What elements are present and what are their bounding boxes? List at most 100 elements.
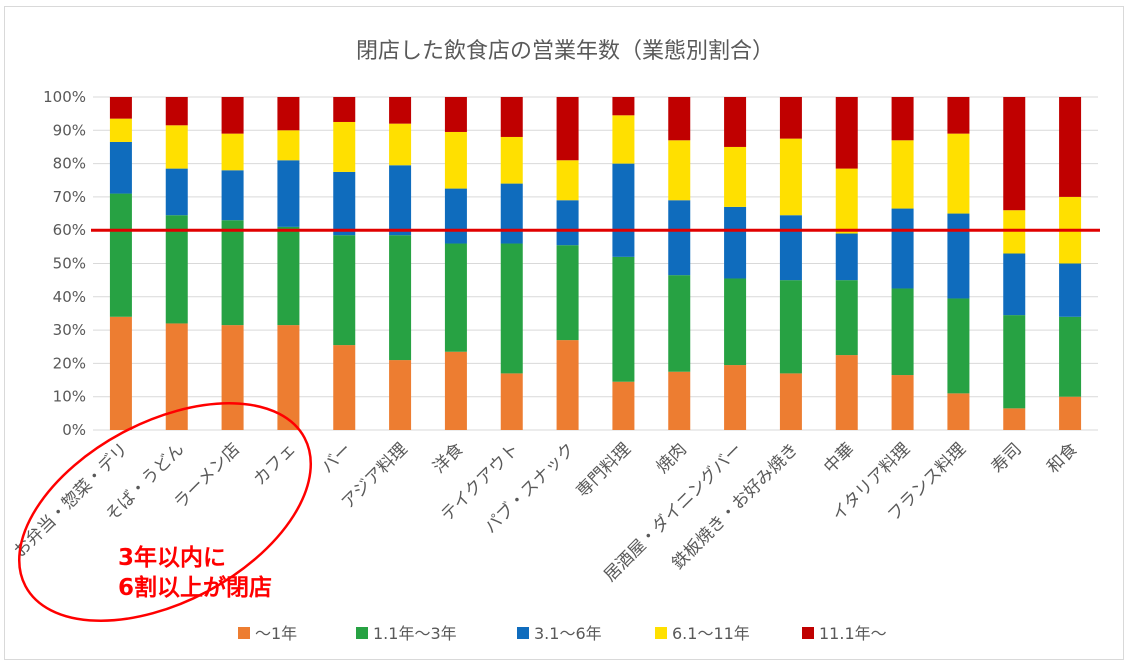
bar-segment bbox=[779, 215, 802, 281]
y-tick-label: 10% bbox=[53, 388, 86, 406]
bar-segment bbox=[165, 215, 188, 324]
bar-segment bbox=[333, 97, 356, 122]
bar-stack bbox=[1059, 97, 1082, 430]
legend-swatch bbox=[356, 627, 368, 639]
bar-segment bbox=[1003, 253, 1026, 316]
bar-segment bbox=[277, 160, 300, 227]
bar-stack bbox=[277, 97, 300, 430]
bar-segment bbox=[1059, 396, 1082, 430]
bar-segment bbox=[779, 373, 802, 430]
bar-segment bbox=[835, 168, 858, 234]
bar-segment bbox=[556, 340, 579, 430]
bar-segment bbox=[947, 393, 970, 430]
annotation-circle bbox=[17, 402, 313, 622]
bar-segment bbox=[556, 97, 579, 161]
legend-label: 1.1年〜3年 bbox=[373, 624, 457, 643]
x-tick-label: 洋食 bbox=[429, 439, 467, 477]
legend: 〜1年 1.1年〜3年 3.1〜6年 6.1〜11年 11.1年〜 bbox=[238, 624, 887, 643]
bar-stack bbox=[556, 97, 579, 430]
bar-segment bbox=[612, 256, 635, 382]
bar-segment bbox=[1059, 316, 1082, 397]
bar-segment bbox=[947, 97, 970, 134]
x-tick-label: 中華 bbox=[820, 439, 858, 477]
y-tick-label: 70% bbox=[53, 188, 86, 206]
bar-segment bbox=[444, 351, 467, 430]
legend-label: 6.1〜11年 bbox=[672, 624, 750, 643]
bar-segment bbox=[668, 275, 691, 372]
bar-segment bbox=[835, 280, 858, 356]
y-tick-label: 30% bbox=[53, 321, 86, 339]
bar-segment bbox=[668, 97, 691, 141]
bar-segment bbox=[221, 325, 244, 430]
bar-segment bbox=[333, 121, 356, 172]
y-tick-label: 80% bbox=[53, 155, 86, 173]
legend-label: 3.1〜6年 bbox=[534, 624, 602, 643]
bar-segment bbox=[221, 220, 244, 326]
bar-segment bbox=[333, 345, 356, 430]
bar-stack bbox=[221, 97, 244, 430]
bar-stack bbox=[835, 97, 858, 430]
bar-segment bbox=[612, 97, 635, 116]
bar-segment bbox=[891, 288, 914, 376]
bar-segment bbox=[1003, 97, 1026, 211]
bar-segment bbox=[612, 381, 635, 430]
bar-stack bbox=[947, 97, 970, 430]
bar-segment bbox=[221, 97, 244, 134]
legend-label: 〜1年 bbox=[255, 624, 297, 643]
bar-segment bbox=[947, 213, 970, 299]
bar-segment bbox=[1059, 263, 1082, 317]
bar-segment bbox=[891, 375, 914, 430]
bar-segment bbox=[668, 140, 691, 201]
bar-segment bbox=[109, 141, 132, 194]
bar-stack bbox=[109, 97, 132, 430]
bar-segment bbox=[724, 146, 747, 207]
bar-segment bbox=[835, 355, 858, 430]
bar-segment bbox=[835, 97, 858, 169]
bar-stack bbox=[165, 97, 188, 430]
bar-segment bbox=[165, 323, 188, 430]
gridlines bbox=[93, 96, 1098, 431]
bar-stack bbox=[612, 97, 635, 430]
y-axis-tick-labels: 0% 10% 20% 30% 40% 50% 60% 70% 80% 90% 100% bbox=[43, 88, 86, 439]
x-tick-label: 和食 bbox=[1043, 439, 1081, 477]
y-tick-label: 90% bbox=[53, 121, 86, 139]
bar-segment bbox=[612, 163, 635, 257]
bar-segment bbox=[277, 325, 300, 430]
bar-segment bbox=[779, 138, 802, 216]
y-tick-label: 0% bbox=[62, 421, 86, 439]
bar-segment bbox=[109, 118, 132, 142]
bar-segment bbox=[165, 97, 188, 126]
bar-segment bbox=[891, 208, 914, 289]
bar-segment bbox=[109, 97, 132, 119]
bar-segment bbox=[668, 371, 691, 430]
bar-stack bbox=[389, 97, 412, 430]
bar-segment bbox=[109, 316, 132, 430]
bar-segment bbox=[556, 200, 579, 246]
bar-segment bbox=[333, 235, 356, 346]
y-tick-label: 40% bbox=[53, 288, 86, 306]
bar-segment bbox=[389, 123, 412, 166]
legend-label: 11.1年〜 bbox=[819, 624, 887, 643]
bar-segment bbox=[221, 170, 244, 221]
x-tick-label: カフェ bbox=[250, 439, 300, 489]
annotation-text: 6割以上が閉店 bbox=[118, 574, 272, 601]
y-tick-label: 20% bbox=[53, 354, 86, 372]
bar-segment bbox=[556, 160, 579, 201]
bar-segment bbox=[724, 278, 747, 366]
bar-segment bbox=[1003, 210, 1026, 254]
bar-segment bbox=[1003, 408, 1026, 430]
bar-stack bbox=[779, 97, 802, 430]
bar-segment bbox=[389, 360, 412, 430]
bar-segment bbox=[444, 243, 467, 352]
bar-segment bbox=[500, 373, 523, 430]
bar-segment bbox=[779, 97, 802, 139]
annotation-group: 3年以内に 6割以上が閉店 bbox=[17, 402, 313, 622]
bar-stack bbox=[333, 97, 356, 430]
bar-stack bbox=[724, 97, 747, 430]
bar-segment bbox=[500, 136, 523, 184]
bar-segment bbox=[277, 226, 300, 326]
bar-stack bbox=[1003, 97, 1026, 430]
bar-segment bbox=[389, 97, 412, 124]
bar-segment bbox=[612, 115, 635, 164]
